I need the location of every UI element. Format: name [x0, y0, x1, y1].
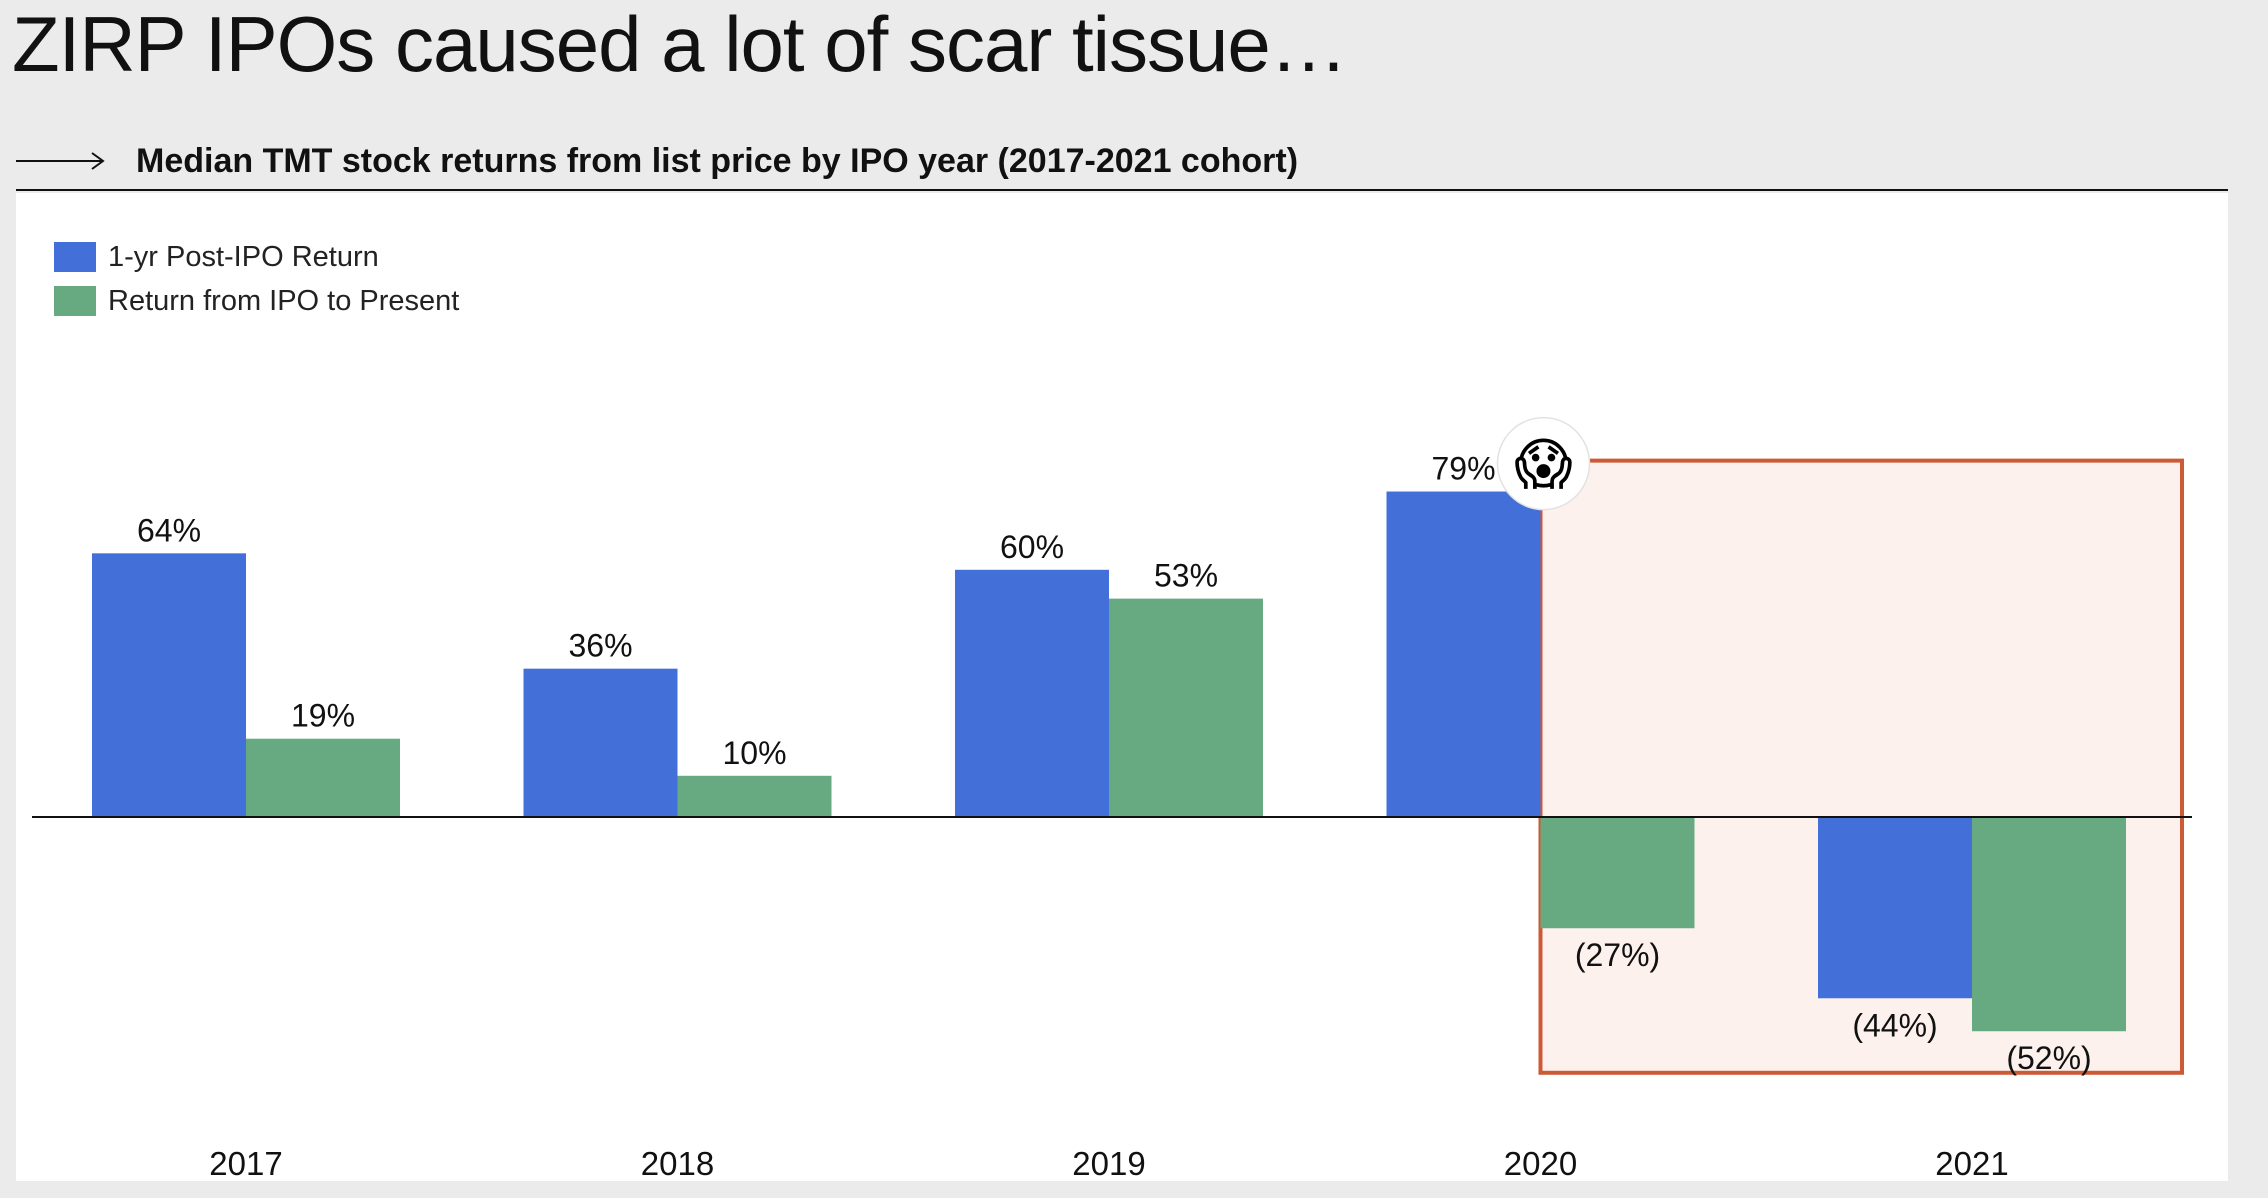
legend: 1-yr Post-IPO Return Return from IPO to …: [54, 235, 459, 323]
bar-chart: 64% 36% 60% 79% (44%) 19% 10% 53% (27%) (52%) 2017…: [32, 416, 2192, 1181]
chart-subtitle: Median TMT stock returns from list price…: [136, 141, 1299, 180]
page-title: ZIRP IPOs caused a lot of scar tissue…: [12, 0, 1348, 88]
bar-2018-series-1: [523, 668, 678, 817]
legend-label: Return from IPO to Present: [108, 284, 460, 317]
data-label: (44%): [1852, 1007, 1937, 1043]
data-label: 10%: [722, 735, 786, 771]
screaming-face-icon: 😱: [1514, 433, 1572, 496]
long-right-arrow-icon: [16, 152, 105, 170]
bar-2018-series-2: [677, 775, 832, 817]
data-label: (27%): [1575, 937, 1660, 973]
bar-2021-series-2: [1972, 817, 2126, 1032]
x-tick-label: 2021: [1935, 1145, 2008, 1181]
legend-item-series-2: Return from IPO to Present: [54, 279, 459, 323]
bar-2020-series-1: [1386, 491, 1541, 817]
bar-2021-series-1: [1818, 817, 1972, 999]
subtitle-row: Median TMT stock returns from list price…: [16, 136, 1298, 186]
bar-2017-series-2: [246, 738, 400, 817]
chart-panel: 64% 36% 60% 79% (44%) 19% 10% 53% (27%) (52%) 2017…: [16, 193, 2228, 1181]
x-tick-label: 2018: [641, 1145, 714, 1181]
legend-label: 1-yr Post-IPO Return: [108, 240, 379, 273]
data-label: 36%: [568, 628, 632, 664]
x-tick-label: 2019: [1072, 1145, 1145, 1181]
legend-swatch-green: [54, 286, 96, 316]
legend-item-series-1: 1-yr Post-IPO Return: [54, 235, 459, 279]
bar-2017-series-1: [92, 553, 246, 817]
data-label: 53%: [1154, 558, 1218, 594]
data-label: 19%: [291, 698, 355, 734]
bar-2019-series-2: [1109, 598, 1263, 817]
data-label: 79%: [1431, 451, 1495, 487]
emoji-badge: [1496, 416, 1591, 511]
x-tick-label: 2017: [209, 1145, 282, 1181]
data-label: (52%): [2006, 1040, 2091, 1076]
bar-2020-series-2: [1540, 817, 1695, 929]
data-label: 64%: [137, 512, 201, 548]
data-label: 60%: [1000, 529, 1064, 565]
x-tick-label: 2020: [1504, 1145, 1577, 1181]
legend-swatch-blue: [54, 242, 96, 272]
bar-2019-series-1: [955, 569, 1109, 817]
title-divider: [16, 189, 2228, 191]
